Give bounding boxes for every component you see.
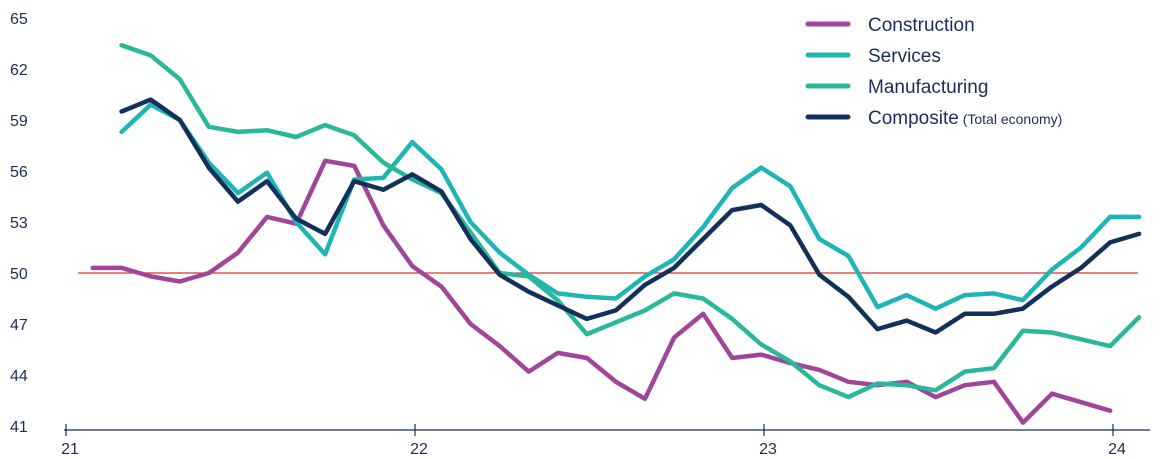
legend-label-construction: Construction	[868, 15, 975, 36]
y-tick-label: 44	[10, 368, 28, 385]
series-line-composite	[119, 97, 1142, 335]
x-tick-label: 22	[410, 441, 428, 458]
y-tick-label: 47	[10, 317, 28, 334]
y-tick-label: 62	[10, 62, 28, 79]
series-line-services	[119, 102, 1142, 311]
y-axis-ticks: 41 44 47 50 53 56 59 62 65	[10, 11, 28, 436]
y-tick-label: 56	[10, 164, 28, 181]
series-line-manufacturing	[119, 42, 1142, 400]
x-axis: 21 22 23 24	[61, 424, 1150, 458]
y-tick-label: 41	[10, 419, 28, 436]
legend-note: (Total economy)	[959, 111, 1062, 127]
y-tick-label: 65	[10, 11, 28, 28]
legend-label-composite: Composite (Total economy)	[868, 108, 1062, 129]
x-tick-label: 24	[1108, 441, 1126, 458]
legend-label-manufacturing: Manufacturing	[868, 77, 988, 98]
y-tick-label: 53	[10, 215, 28, 232]
legend: Construction Services Manufacturing Composi…	[805, 15, 1062, 129]
series-line-construction	[90, 158, 1113, 425]
y-tick-label: 50	[10, 266, 28, 283]
series-lines	[90, 42, 1142, 425]
x-tick-label: 21	[61, 441, 79, 458]
legend-label-services: Services	[868, 46, 941, 67]
y-tick-label: 59	[10, 113, 28, 130]
x-tick-label: 23	[759, 441, 777, 458]
